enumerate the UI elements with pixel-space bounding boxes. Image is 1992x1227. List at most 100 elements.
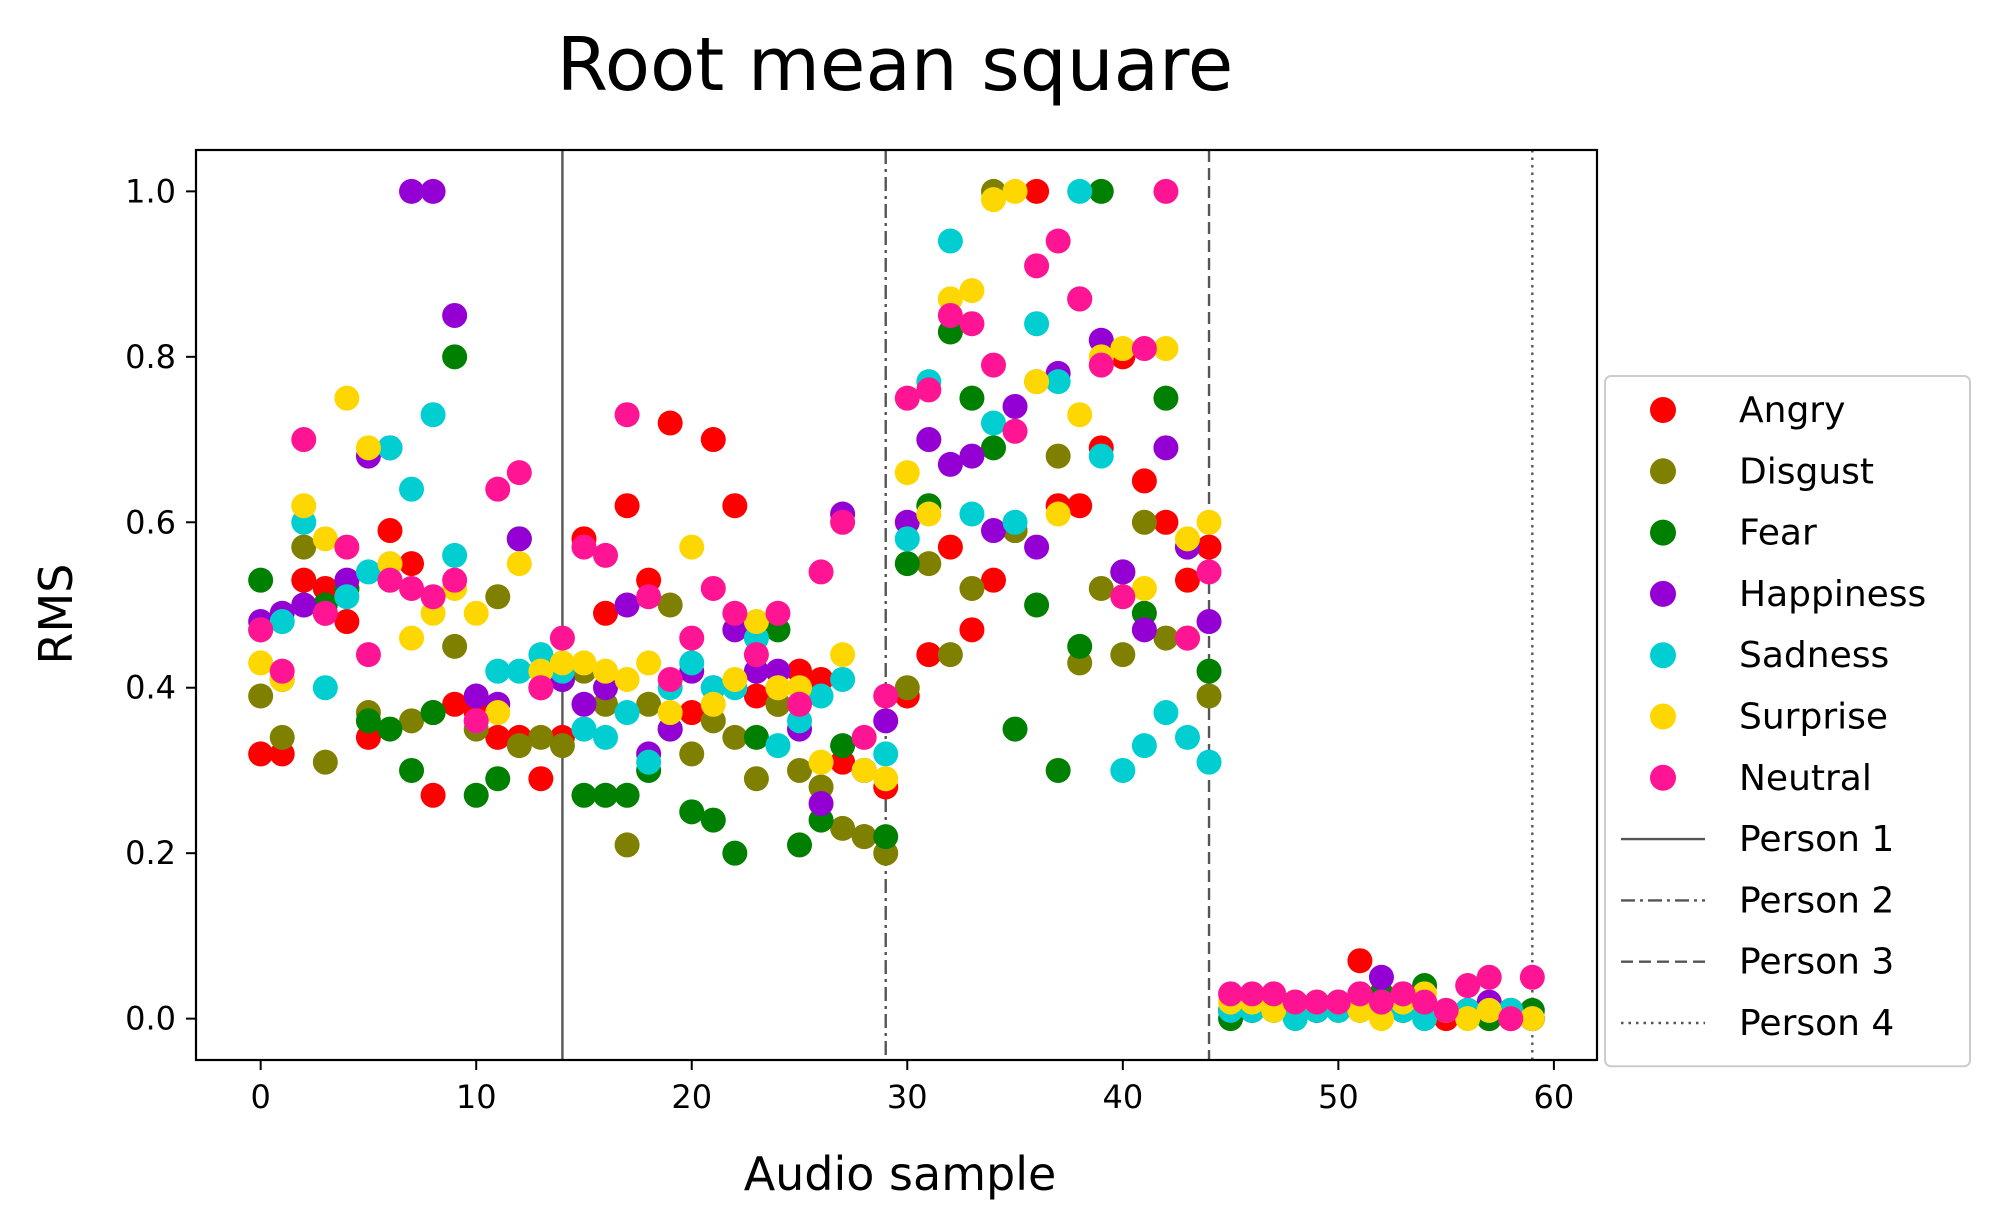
point-neutral <box>722 600 748 626</box>
point-angry <box>1347 948 1373 974</box>
point-disgust <box>657 592 683 618</box>
point-surprise <box>1002 178 1028 204</box>
point-fear <box>1067 633 1093 659</box>
point-sadness <box>269 609 295 635</box>
point-angry <box>442 691 468 717</box>
point-angry <box>1174 567 1200 593</box>
point-neutral <box>937 302 963 328</box>
point-surprise <box>506 551 532 577</box>
point-neutral <box>1196 559 1222 585</box>
x-tick-label: 20 <box>671 1078 712 1116</box>
point-neutral <box>894 385 920 411</box>
legend-label-disgust: Disgust <box>1739 451 1874 492</box>
x-tick-label: 40 <box>1102 1078 1143 1116</box>
point-happiness <box>506 526 532 552</box>
legend-label-sadness: Sadness <box>1739 635 1889 676</box>
point-sadness <box>614 700 640 726</box>
point-angry <box>1153 509 1179 535</box>
point-neutral <box>549 625 575 651</box>
point-fear <box>1196 658 1222 684</box>
y-tick-label: 0.8 <box>125 338 176 376</box>
point-neutral <box>916 377 942 403</box>
point-fear <box>377 716 403 742</box>
point-happiness <box>1153 435 1179 461</box>
legend-label-person-3: Person 3 <box>1739 942 1894 983</box>
point-happiness <box>442 302 468 328</box>
point-happiness <box>808 791 834 817</box>
point-surprise <box>916 501 942 527</box>
point-fear <box>1045 757 1071 783</box>
point-fear <box>571 782 597 808</box>
point-neutral <box>291 427 317 453</box>
point-disgust <box>549 733 575 759</box>
point-happiness <box>916 427 942 453</box>
y-tick-label: 0.0 <box>125 1000 176 1038</box>
point-neutral <box>485 476 511 502</box>
point-angry <box>399 551 425 577</box>
point-sadness <box>679 650 705 676</box>
point-neutral <box>1390 981 1416 1007</box>
point-sadness <box>830 666 856 692</box>
point-angry <box>485 724 511 750</box>
legend-box <box>1604 375 1971 1068</box>
point-sadness <box>377 435 403 461</box>
point-surprise <box>571 650 597 676</box>
point-fear <box>1153 385 1179 411</box>
point-surprise <box>399 625 425 651</box>
point-angry <box>1024 178 1050 204</box>
point-neutral <box>377 567 403 593</box>
point-sadness <box>420 402 446 428</box>
point-disgust <box>1088 575 1114 601</box>
point-neutral <box>1476 964 1502 990</box>
point-angry <box>248 741 274 767</box>
point-angry <box>614 493 640 519</box>
point-sadness <box>399 476 425 502</box>
point-surprise <box>1045 501 1071 527</box>
plot-frame <box>194 148 1599 1062</box>
plot-area <box>248 150 1545 1060</box>
legend-marker-neutral <box>1650 764 1676 791</box>
point-disgust <box>1196 683 1222 709</box>
point-fear <box>463 782 489 808</box>
point-neutral <box>528 675 554 701</box>
point-surprise <box>700 691 726 717</box>
point-surprise <box>1519 1006 1545 1032</box>
point-neutral <box>1153 178 1179 204</box>
point-surprise <box>980 187 1006 213</box>
point-angry <box>937 534 963 560</box>
point-surprise <box>549 650 575 676</box>
x-tick-label: 30 <box>887 1078 928 1116</box>
point-neutral <box>636 584 662 610</box>
point-fear <box>679 799 705 825</box>
point-disgust <box>1153 625 1179 651</box>
point-sadness <box>765 733 791 759</box>
point-disgust <box>291 534 317 560</box>
point-fear <box>1024 592 1050 618</box>
point-neutral <box>830 509 856 535</box>
point-happiness <box>1002 393 1028 419</box>
point-angry <box>959 617 985 643</box>
point-neutral <box>1347 981 1373 1007</box>
legend-label-neutral: Neutral <box>1739 758 1872 799</box>
legend-label-fear: Fear <box>1739 513 1817 554</box>
point-fear <box>787 832 813 858</box>
point-neutral <box>1498 1006 1524 1032</box>
point-sadness <box>593 724 619 750</box>
point-disgust <box>442 633 468 659</box>
point-neutral <box>1067 286 1093 312</box>
point-angry <box>593 600 619 626</box>
point-fear <box>873 824 899 850</box>
point-disgust <box>636 691 662 717</box>
legend-marker-disgust <box>1650 458 1676 485</box>
point-sadness <box>1196 749 1222 775</box>
point-neutral <box>1282 989 1308 1015</box>
point-surprise <box>593 658 619 684</box>
point-neutral <box>679 625 705 651</box>
point-neutral <box>420 584 446 610</box>
point-happiness <box>980 518 1006 544</box>
point-surprise <box>1196 509 1222 535</box>
point-disgust <box>787 757 813 783</box>
point-fear <box>399 757 425 783</box>
point-angry <box>377 518 403 544</box>
point-neutral <box>1455 973 1481 999</box>
